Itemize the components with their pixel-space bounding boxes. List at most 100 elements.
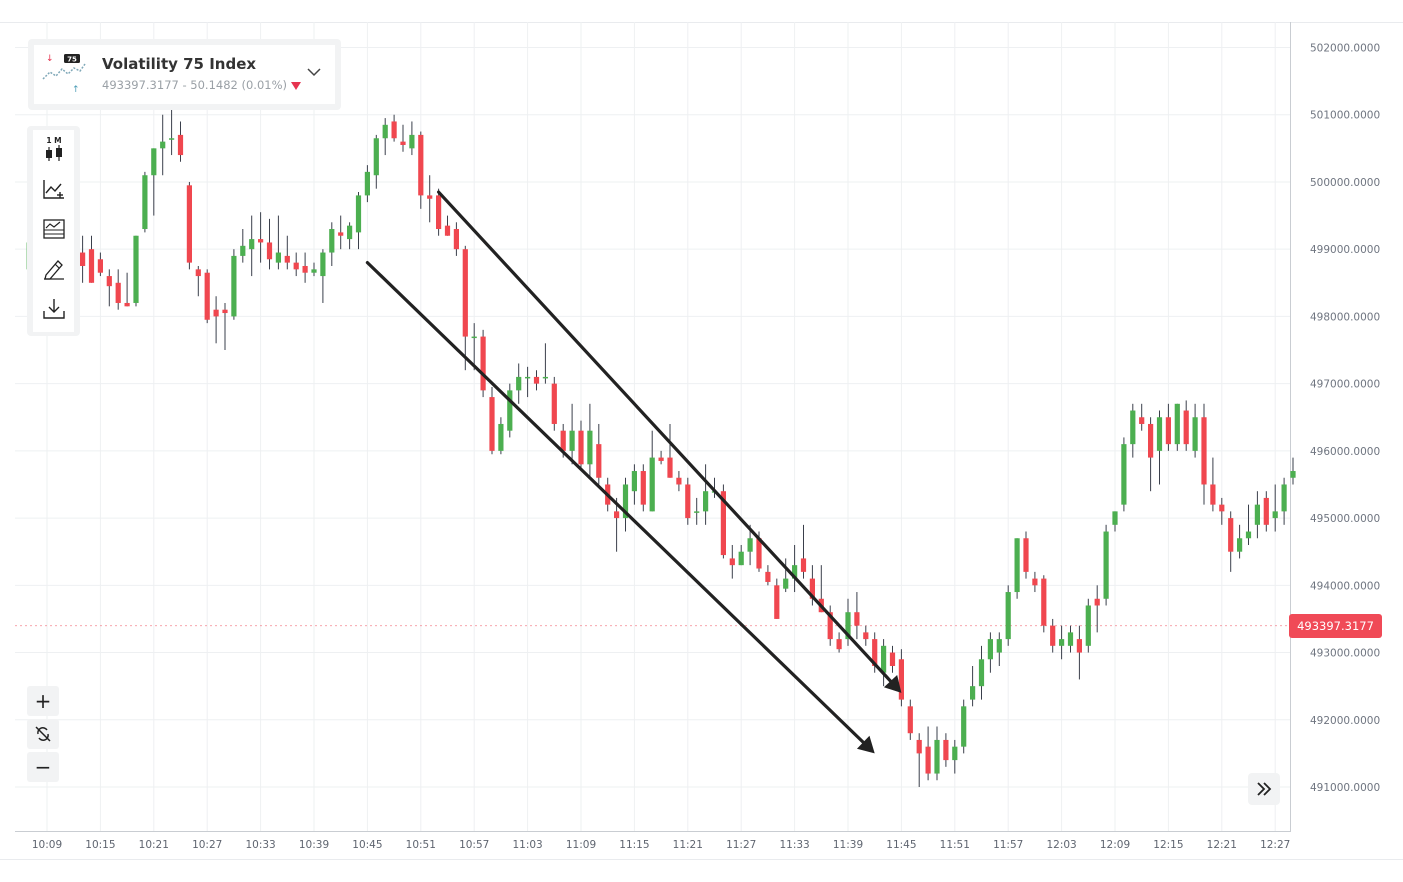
candles <box>26 108 1296 787</box>
x-tick-label: 11:33 <box>779 839 809 851</box>
candle-body-down <box>578 430 584 465</box>
x-tick-label: 12:09 <box>1100 839 1130 851</box>
candle-body-down <box>213 309 219 317</box>
candle-body-up <box>151 148 157 176</box>
candle-body-down <box>1210 484 1216 505</box>
candle-body-down <box>800 558 807 572</box>
y-tick-label: 494000.0000 <box>1310 580 1380 592</box>
candle <box>685 477 691 525</box>
candle <box>1272 484 1278 532</box>
trend-arrow[interactable] <box>365 261 875 754</box>
x-tick-label: 11:09 <box>566 839 596 851</box>
x-tick-label: 12:03 <box>1046 839 1076 851</box>
candle <box>1059 625 1065 660</box>
candle-body-up <box>1290 471 1296 478</box>
scroll-to-latest-button[interactable] <box>1248 773 1280 805</box>
candle <box>827 605 833 646</box>
candle-body-down <box>1201 417 1207 485</box>
candle-body-down <box>444 225 451 236</box>
y-tick-label: 495000.0000 <box>1310 513 1380 525</box>
candle <box>1228 511 1234 572</box>
candle <box>640 464 646 512</box>
candle-body-up <box>320 252 326 277</box>
candle <box>720 484 726 559</box>
candle <box>1014 538 1020 599</box>
candle-body-up <box>587 430 593 465</box>
trend-arrow[interactable] <box>437 190 902 693</box>
candle-body-up <box>987 639 993 660</box>
candle-body-down <box>88 249 95 283</box>
x-tick-label: 12:21 <box>1207 839 1237 851</box>
candle <box>596 423 602 485</box>
candle <box>1050 618 1056 653</box>
candle-body-down <box>676 477 682 485</box>
y-tick-label: 496000.0000 <box>1310 446 1380 458</box>
candle-body-up <box>347 225 353 240</box>
candle <box>1130 403 1136 458</box>
x-tick-label: 11:21 <box>673 839 703 851</box>
candle-body-down <box>765 571 771 582</box>
candle <box>542 343 548 384</box>
candle <box>115 269 121 310</box>
candle <box>1165 403 1171 451</box>
x-tick-label: 10:45 <box>352 839 382 851</box>
candle-body-up <box>1130 410 1136 445</box>
candle-body-down <box>266 242 273 260</box>
x-tick-label: 10:27 <box>192 839 222 851</box>
candle-body-down <box>462 249 468 337</box>
candle <box>133 235 139 307</box>
candle-body-up <box>631 471 637 492</box>
candle <box>952 739 958 774</box>
indicators-button[interactable] <box>33 172 74 206</box>
templates-button[interactable] <box>33 212 74 246</box>
candle <box>854 592 860 640</box>
y-tick-label: 500000.0000 <box>1310 177 1380 189</box>
y-tick-label: 501000.0000 <box>1310 110 1380 122</box>
reset-zoom-button[interactable] <box>27 719 59 749</box>
candle <box>1103 524 1109 606</box>
zoom-out-button[interactable]: − <box>27 752 59 782</box>
download-button[interactable] <box>33 292 74 326</box>
x-tick-label: 12:27 <box>1260 839 1290 851</box>
candle <box>489 386 495 455</box>
candle <box>106 269 112 307</box>
candle <box>382 118 388 156</box>
candle <box>649 430 655 512</box>
candle-body-up <box>142 175 148 230</box>
candle <box>916 733 922 787</box>
candle-body-down <box>195 269 201 277</box>
candle <box>320 249 326 303</box>
candle-body-down <box>204 272 210 320</box>
candle-body-up <box>364 171 370 196</box>
candle-body-up <box>471 336 477 339</box>
chevron-down-icon[interactable] <box>307 67 321 77</box>
candle <box>729 544 735 579</box>
chart-type-button[interactable]: 1 M <box>33 132 74 166</box>
drawing-tools-button[interactable] <box>33 252 74 286</box>
candle <box>427 175 433 223</box>
trend-arrows[interactable] <box>365 190 902 754</box>
candle-body-down <box>827 612 833 640</box>
chart-grid <box>0 22 1403 860</box>
candle-body-down <box>1183 410 1189 445</box>
candle <box>311 262 317 277</box>
candle <box>836 632 842 653</box>
current-price-badge: 493397.3177 <box>1289 614 1382 638</box>
arrow-shaft <box>365 261 865 744</box>
candle-body-down <box>854 612 860 626</box>
candle <box>204 269 210 324</box>
candle <box>925 726 931 781</box>
candle <box>898 649 904 707</box>
x-tick-label: 11:57 <box>993 839 1023 851</box>
candle <box>364 165 370 203</box>
symbol-info-card[interactable]: ↓ 75 ↑ Volatility 75 Index 493397.3177 -… <box>28 39 341 110</box>
toolbar-inner: 1 M <box>33 130 74 332</box>
candle <box>1263 491 1269 532</box>
candle <box>142 171 148 233</box>
candle <box>533 370 540 391</box>
candle-body-up <box>1103 531 1109 599</box>
candle <box>409 121 415 156</box>
candle <box>284 235 290 270</box>
zoom-in-button[interactable]: + <box>27 686 59 716</box>
